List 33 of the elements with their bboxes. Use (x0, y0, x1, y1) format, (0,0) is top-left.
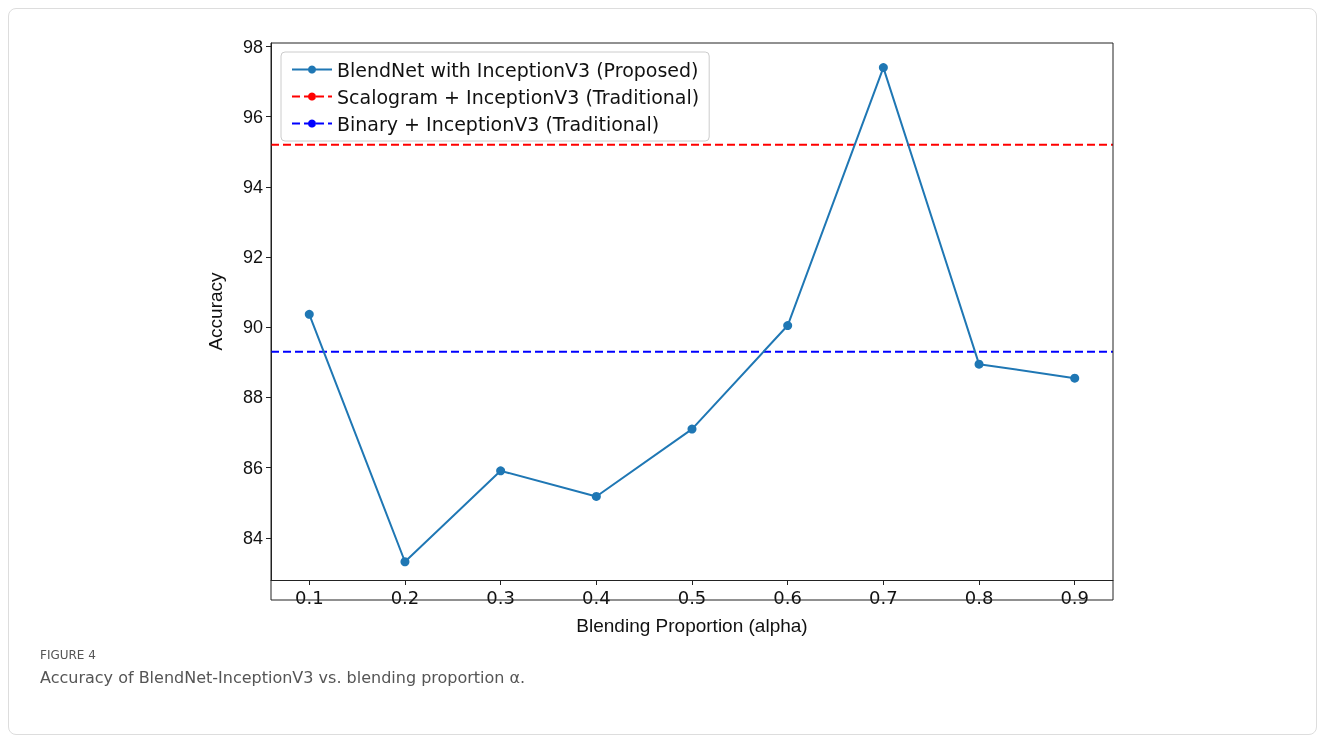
y-tick-label: 96 (242, 106, 263, 127)
legend-label: Binary + InceptionV3 (Traditional) (337, 112, 660, 135)
x-tick-label: 0.8 (964, 586, 994, 608)
caption: FIGURE 4 (40, 648, 97, 662)
point (400, 557, 410, 567)
x-tick-label: 0.5 (677, 586, 707, 608)
x-tick-label: 0.7 (869, 586, 898, 608)
y-tick-label: 98 (242, 36, 263, 57)
legend-label: BlendNet with InceptionV3 (Proposed) (337, 58, 699, 81)
point (1070, 373, 1080, 383)
point (687, 424, 697, 434)
y-tick-label: 94 (242, 176, 263, 197)
point (304, 309, 314, 319)
x-axis-title: Blending Proportion (alpha) (576, 615, 808, 636)
x-tick-label: 0.4 (582, 586, 611, 608)
y-tick-label: 88 (242, 387, 263, 408)
y-tick-label: 90 (242, 317, 263, 338)
x-tick-label: 0.3 (486, 586, 515, 608)
y-tick-label: 86 (242, 457, 263, 478)
point (974, 359, 984, 369)
y-tick-label: 92 (242, 247, 263, 268)
text: Accuracy of BlendNet-InceptionV3 vs. blending proportion α. (40, 668, 526, 687)
y-axis-title: Accuracy (205, 271, 226, 351)
point (591, 491, 601, 501)
point (783, 321, 793, 331)
point (878, 63, 888, 73)
x-tick-label: 0.1 (294, 586, 324, 608)
legend-label: Scalogram + InceptionV3 (Traditional) (337, 85, 700, 108)
x-tick-label: 0.2 (390, 586, 420, 608)
x-tick-label: 0.9 (1060, 586, 1090, 608)
x-tick-label: 0.6 (773, 586, 802, 608)
y-tick-label: 84 (242, 527, 263, 548)
point (496, 466, 506, 476)
